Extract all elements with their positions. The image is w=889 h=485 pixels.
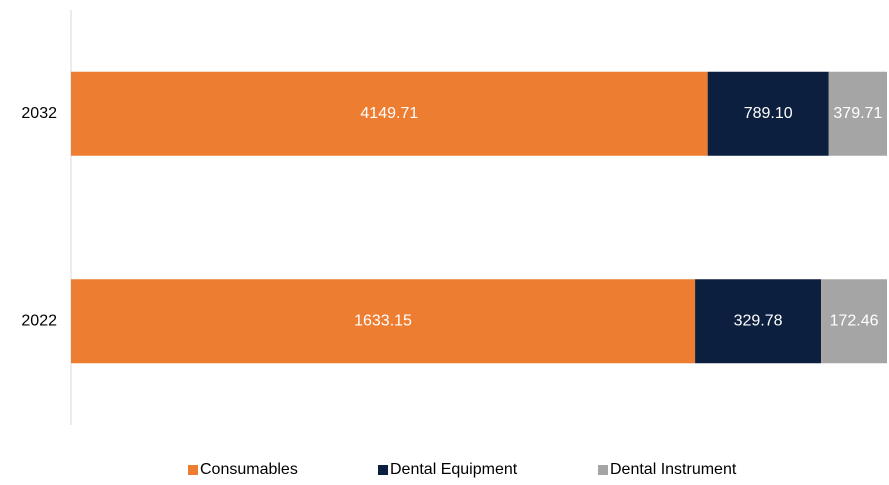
bar-segment (71, 71, 708, 156)
y-tick-label: 2022 (21, 312, 57, 329)
legend-swatch (188, 465, 198, 475)
data-label: 172.46 (830, 312, 879, 329)
y-tick-label: 2032 (21, 105, 57, 122)
legend-label: Consumables (200, 461, 298, 478)
bar-segment (828, 71, 887, 156)
bar-segment (695, 279, 822, 364)
data-label: 379.71 (833, 105, 882, 122)
data-label: 4149.71 (360, 105, 418, 122)
bar-segment (71, 279, 696, 364)
legend-label: Dental Instrument (610, 461, 737, 478)
legend-swatch (378, 465, 388, 475)
bar-segment (821, 279, 887, 364)
data-label: 789.10 (744, 105, 793, 122)
legend-label: Dental Equipment (390, 461, 518, 478)
data-label: 1633.15 (354, 312, 412, 329)
legend-swatch (598, 465, 608, 475)
bar-segment (707, 71, 829, 156)
data-label: 329.78 (734, 312, 783, 329)
